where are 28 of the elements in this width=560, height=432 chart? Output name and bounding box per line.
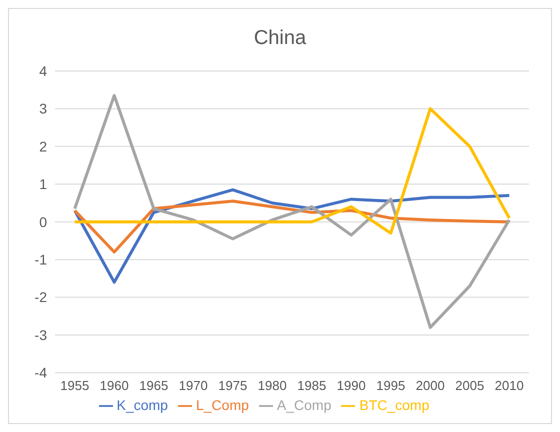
x-tick-label: 1980	[258, 378, 287, 393]
x-tick-label: 1965	[139, 378, 168, 393]
legend-label: BTC_comp	[359, 396, 430, 413]
legend-label: A_Comp	[276, 396, 332, 413]
x-tick-label: 2000	[416, 378, 445, 393]
x-tick-label: 1955	[60, 378, 90, 393]
y-tick-label: -4	[34, 364, 48, 381]
x-tick-label: 1970	[178, 378, 208, 393]
chart-title: China	[252, 26, 308, 49]
x-tick-label: 1985	[297, 378, 326, 393]
y-tick-label: -2	[34, 289, 48, 306]
x-tick-label: 1995	[376, 378, 406, 393]
x-tick-label: 2010	[494, 378, 524, 393]
y-tick-label: 1	[39, 176, 48, 192]
y-tick-label: 4	[39, 62, 48, 79]
y-tick-label: 0	[39, 214, 48, 230]
y-tick-label: -1	[34, 252, 48, 268]
legend-label: K_comp	[116, 396, 168, 413]
line-series	[73, 107, 511, 235]
y-tick-label: -3	[34, 326, 48, 343]
x-tick-label: 2005	[455, 378, 484, 393]
line-series	[73, 94, 511, 329]
x-tick-label: 1960	[100, 378, 129, 393]
legend-label: L_Comp	[196, 396, 249, 413]
x-tick-label: 1975	[218, 378, 248, 393]
x-tick-label: 1990	[336, 378, 366, 393]
y-tick-label: 2	[39, 138, 48, 154]
y-tick-label: 3	[39, 100, 48, 117]
